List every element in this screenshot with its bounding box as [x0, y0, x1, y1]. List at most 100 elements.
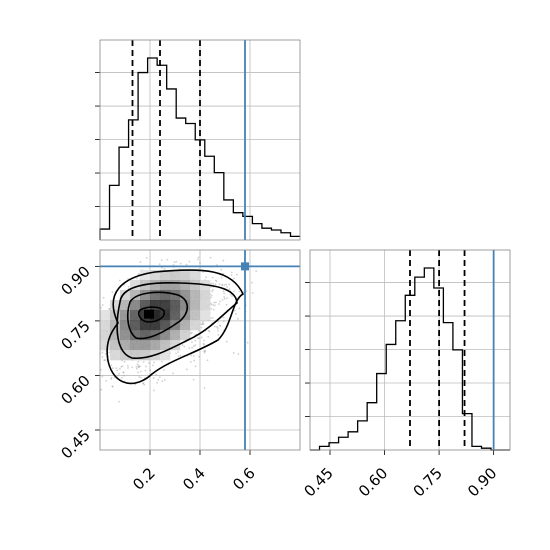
density-cell — [160, 270, 171, 281]
scatter-point — [230, 271, 233, 274]
scatter-point — [228, 288, 231, 290]
scatter-point — [190, 354, 193, 357]
scatter-point — [135, 365, 138, 368]
scatter-point — [177, 355, 180, 358]
density-cell — [170, 300, 181, 311]
scatter-point — [203, 351, 206, 354]
density-cell — [180, 290, 191, 301]
scatter-point — [110, 364, 113, 367]
density-cell — [190, 270, 201, 281]
scatter-point — [127, 366, 129, 369]
density-cells — [100, 270, 211, 361]
scatter-point — [225, 303, 228, 306]
scatter-point — [210, 294, 213, 297]
scatter-point — [120, 365, 123, 368]
scatter-point — [216, 326, 218, 328]
scatter-point — [111, 385, 114, 388]
scatter-point — [203, 343, 206, 346]
density-cell — [130, 320, 141, 331]
scatter-point — [223, 292, 225, 295]
scatter-point — [198, 329, 200, 332]
scatter-point — [202, 321, 204, 324]
density-cell — [120, 320, 131, 331]
scatter-point — [200, 323, 202, 326]
scatter-point — [207, 335, 210, 338]
y-tick-label: 0.75 — [57, 317, 93, 353]
scatter-point — [175, 260, 178, 263]
density-peak-cell — [144, 309, 154, 319]
density-cell — [150, 310, 161, 321]
scatter-point — [143, 383, 146, 386]
scatter-point — [139, 261, 142, 263]
scatter-point — [142, 382, 144, 385]
density-cell — [120, 310, 131, 321]
scatter-point — [149, 369, 152, 372]
contour-lines — [106, 269, 245, 385]
x-tick-label: 0.45 — [300, 464, 336, 500]
density-cell — [160, 320, 171, 331]
marginal-histogram-x — [95, 39, 301, 241]
density-cell — [140, 340, 151, 351]
density-cell — [170, 290, 181, 301]
scatter-point — [115, 367, 118, 370]
density-cell — [130, 340, 141, 351]
scatter-point — [188, 347, 191, 350]
scatter-point — [233, 309, 236, 312]
scatter-point — [137, 361, 140, 363]
y-tick-label: 0.90 — [57, 262, 93, 298]
scatter-point — [204, 350, 206, 353]
scatter-point — [188, 260, 191, 263]
scatter-point — [211, 290, 214, 293]
scatter-point — [214, 279, 217, 282]
truth-marker — [241, 262, 249, 271]
scatter-point — [221, 284, 224, 287]
contour-level-3 — [126, 291, 189, 340]
density-cell — [110, 300, 121, 311]
scatter-point — [173, 261, 176, 264]
scatter-point — [208, 330, 211, 333]
scatter-point — [235, 273, 238, 276]
scatter-point — [102, 296, 105, 299]
scatter-point — [209, 302, 212, 305]
scatter-point — [232, 290, 235, 293]
scatter-point — [137, 366, 140, 368]
density-cell — [140, 270, 151, 281]
scatter-point — [127, 364, 129, 367]
scatter-point — [217, 333, 220, 336]
scatter-point — [194, 365, 197, 368]
density-cell — [190, 290, 201, 301]
scatter-point — [139, 365, 141, 368]
density-cell — [140, 350, 151, 361]
density-cell — [170, 310, 181, 321]
scatter-point — [238, 290, 241, 293]
scatter-point — [237, 353, 240, 355]
scatter-point — [112, 367, 114, 370]
density-cell — [200, 300, 211, 311]
density-cell — [170, 270, 181, 281]
density-cell — [180, 330, 191, 341]
scatter-point — [220, 276, 223, 279]
scatter-point — [158, 376, 161, 379]
scatter-point — [191, 346, 194, 349]
scatter-point — [209, 256, 212, 259]
scatter-point — [111, 385, 114, 388]
scatter-point — [201, 323, 204, 326]
scatter-point — [142, 361, 145, 363]
contour-level-1 — [106, 269, 245, 385]
scatter-point — [157, 378, 160, 381]
scatter-point — [161, 380, 164, 383]
scatter-point — [251, 291, 254, 294]
contour-level-2 — [116, 282, 238, 360]
scatter-point — [230, 274, 233, 277]
density-cell — [140, 290, 151, 301]
density-cell — [180, 270, 191, 281]
density-cell — [170, 340, 181, 351]
scatter-point — [192, 378, 195, 381]
density-cell — [130, 300, 141, 311]
density-cell — [100, 310, 111, 321]
scatter-point — [131, 366, 134, 369]
scatter-point — [200, 326, 203, 329]
scatter-point — [220, 268, 223, 271]
scatter-point — [193, 345, 195, 347]
scatter-point — [108, 308, 111, 311]
